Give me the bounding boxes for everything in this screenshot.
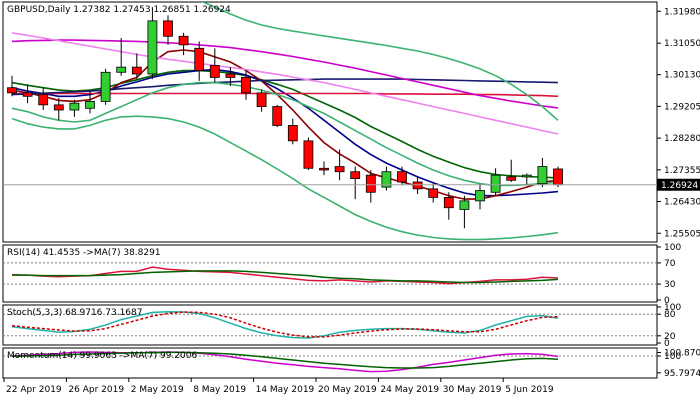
candle-body bbox=[256, 92, 267, 107]
candle-body bbox=[225, 73, 236, 78]
candle-body bbox=[412, 181, 423, 190]
candle-body bbox=[69, 102, 80, 111]
panel-frame-main bbox=[2, 1, 658, 243]
rsi-tick-label: 30 bbox=[664, 280, 676, 290]
candle-body bbox=[178, 35, 189, 46]
candle-body bbox=[553, 168, 563, 186]
stoch-series-line-1 bbox=[11, 311, 559, 338]
stoch-tick-label: 20 bbox=[664, 332, 676, 342]
candle-body bbox=[38, 94, 49, 106]
rsi-series-line-1 bbox=[12, 270, 559, 284]
date-tick-label: 5 Jun 2019 bbox=[505, 385, 554, 395]
date-tick-label: 2 May 2019 bbox=[131, 385, 184, 395]
candle-body bbox=[100, 71, 111, 102]
candle-body bbox=[303, 140, 314, 169]
candle-body bbox=[116, 66, 127, 73]
candle-body bbox=[475, 190, 485, 202]
date-tick-label: 22 Apr 2019 bbox=[6, 385, 62, 395]
overlay-line-9 bbox=[11, 115, 559, 241]
stoch-tick-label: 80 bbox=[664, 310, 676, 320]
stoch-panel-label: Stoch(5,3,3) 68.9716 73.1687 bbox=[7, 308, 142, 318]
price-tick-label: 1.30130 bbox=[664, 71, 700, 81]
price-tick-label: 1.25505 bbox=[664, 229, 700, 239]
candle-body bbox=[53, 104, 64, 111]
candle-body bbox=[287, 125, 298, 142]
candle-body bbox=[319, 167, 329, 171]
price-tick-label: 1.27355 bbox=[664, 166, 700, 176]
candle-body bbox=[147, 20, 158, 75]
candle-body bbox=[7, 87, 17, 94]
date-tick-label: 14 May 2019 bbox=[256, 385, 315, 395]
candle-body bbox=[381, 171, 392, 188]
momentum-panel-label: Momentum(14) 99.9063 ->MA(7) 99.2006 bbox=[7, 351, 198, 361]
candle-body bbox=[506, 176, 517, 181]
candle-body bbox=[459, 200, 470, 210]
candle-body bbox=[397, 171, 407, 183]
candle-body bbox=[490, 174, 501, 193]
candle-body bbox=[428, 188, 439, 198]
candle-body bbox=[537, 166, 548, 185]
rsi-tick-label: 100 bbox=[664, 243, 681, 253]
candle-body bbox=[334, 166, 345, 173]
price-tick-label: 1.28280 bbox=[664, 134, 700, 144]
overlay-line-6 bbox=[11, 32, 559, 135]
current-price-badge bbox=[657, 178, 700, 191]
price-tick-label: 1.29205 bbox=[664, 102, 700, 112]
stoch-tick-label: 0 bbox=[664, 339, 670, 349]
candle-body bbox=[443, 197, 454, 209]
date-tick-label: 30 May 2019 bbox=[443, 385, 502, 395]
momentum-series-line-0 bbox=[11, 351, 559, 373]
momentum-tick-label: 100.8705 bbox=[664, 349, 700, 359]
candle-body bbox=[131, 66, 142, 75]
overlay-line-7 bbox=[11, 81, 559, 187]
candle-body bbox=[209, 65, 220, 78]
rsi-tick-label: 70 bbox=[664, 259, 676, 269]
candle-body bbox=[194, 47, 205, 71]
candle-body bbox=[272, 106, 283, 126]
chart-header: GBPUSD,Daily 1.27382 1.27453 1.26851 1.2… bbox=[7, 5, 231, 15]
price-tick-label: 1.31980 bbox=[664, 7, 700, 17]
date-tick-label: 26 Apr 2019 bbox=[68, 385, 124, 395]
stoch-tick-label: 100 bbox=[664, 303, 681, 313]
candle-body bbox=[350, 171, 361, 179]
momentum-tick-label: 95.7974 bbox=[664, 369, 700, 379]
rsi-panel-label: RSI(14) 41.4535 ->MA(7) 38.8291 bbox=[7, 248, 161, 258]
candle-body bbox=[22, 92, 33, 97]
price-tick-label: 1.26430 bbox=[664, 198, 700, 208]
candle-body bbox=[521, 174, 532, 178]
price-tick-label: 1.31050 bbox=[664, 39, 700, 49]
date-tick-label: 20 May 2019 bbox=[318, 385, 377, 395]
panel-frame-stoch bbox=[2, 304, 658, 346]
candle-body bbox=[163, 20, 173, 37]
candle-body bbox=[365, 174, 376, 193]
candle-body bbox=[85, 101, 95, 109]
candle-body bbox=[241, 77, 251, 94]
date-tick-label: 8 May 2019 bbox=[193, 385, 246, 395]
panel-frame-rsi bbox=[2, 244, 658, 303]
date-tick-label: 24 May 2019 bbox=[380, 385, 439, 395]
current-price-label: 1.26924 bbox=[661, 181, 698, 191]
momentum-series-line-1 bbox=[11, 351, 559, 369]
rsi-tick-label: 0 bbox=[664, 296, 670, 306]
momentum-tick-label: 100 bbox=[664, 352, 681, 362]
overlay-line-8 bbox=[201, 2, 559, 121]
overlay-line-5 bbox=[11, 39, 559, 109]
